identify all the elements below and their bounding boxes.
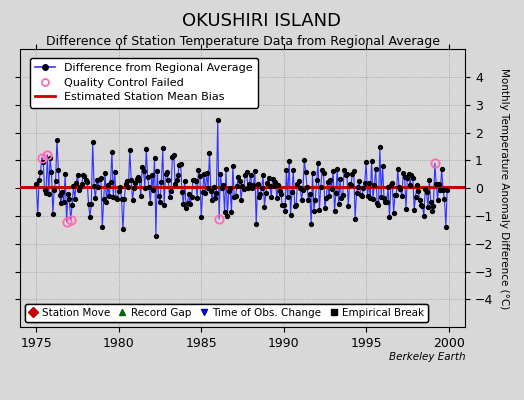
- Y-axis label: Monthly Temperature Anomaly Difference (°C): Monthly Temperature Anomaly Difference (…: [499, 68, 509, 309]
- Title: Difference of Station Temperature Data from Regional Average: Difference of Station Temperature Data f…: [46, 35, 440, 48]
- Text: Berkeley Earth: Berkeley Earth: [389, 352, 465, 362]
- Text: OKUSHIRI ISLAND: OKUSHIRI ISLAND: [182, 12, 342, 30]
- Legend: Station Move, Record Gap, Time of Obs. Change, Empirical Break: Station Move, Record Gap, Time of Obs. C…: [25, 304, 428, 322]
